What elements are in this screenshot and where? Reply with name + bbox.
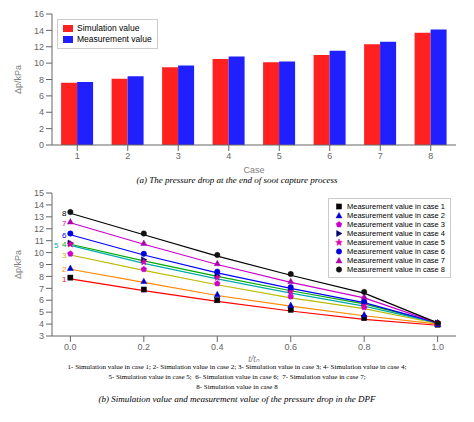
html-text:8- Simulation value in case 8: 8- Simulation value in case 8 [196, 383, 278, 391]
html-text:Measurement value in case 4: Measurement value in case 4 [347, 229, 445, 238]
html-text:(b) Simulation value and measu: (b) Simulation value and measurement val… [98, 394, 376, 404]
svg-text:1: 1 [75, 151, 80, 161]
svg-text:0.4: 0.4 [211, 342, 224, 352]
svg-text:2: 2 [62, 265, 67, 274]
svg-text:5: 5 [54, 241, 59, 250]
svg-text:6: 6 [39, 295, 44, 305]
svg-text:Δp/kPa: Δp/kPa [13, 65, 23, 94]
svg-text:7: 7 [378, 151, 383, 161]
svg-text:Case: Case [243, 165, 264, 173]
html-text:Measurement value in case 6: Measurement value in case 6 [347, 247, 445, 256]
html-text:Measurement value in case 5: Measurement value in case 5 [347, 238, 445, 247]
svg-text:3: 3 [62, 251, 67, 260]
svg-text:1.0: 1.0 [431, 342, 444, 352]
svg-text:12: 12 [34, 224, 44, 234]
svg-text:Δp/kPa: Δp/kPa [13, 250, 23, 279]
svg-text:8: 8 [39, 75, 44, 85]
html-text:(a) The pressure drop at the e: (a) The pressure drop at the end of soot… [136, 175, 338, 185]
svg-text:14: 14 [34, 26, 44, 36]
svg-text:4: 4 [39, 107, 44, 117]
html-text:Measurement value: Measurement value [77, 34, 152, 44]
svg-text:13: 13 [34, 212, 44, 222]
svg-text:8: 8 [428, 151, 433, 161]
html-text:Measurement value in case 2: Measurement value in case 2 [347, 211, 445, 220]
svg-text:t/t₀: t/t₀ [248, 354, 260, 362]
svg-text:0.8: 0.8 [358, 342, 371, 352]
svg-text:6: 6 [39, 91, 44, 101]
svg-text:7: 7 [39, 284, 44, 294]
html-text:Measurement value in case 7: Measurement value in case 7 [347, 256, 445, 265]
svg-text:0.6: 0.6 [284, 342, 297, 352]
svg-text:14: 14 [34, 200, 44, 210]
svg-text:8: 8 [39, 272, 44, 282]
html-text:Measurement value in case 8: Measurement value in case 8 [347, 265, 445, 274]
svg-text:0: 0 [39, 140, 44, 150]
svg-text:10: 10 [34, 248, 44, 258]
html-text:Measurement value in case 1: Measurement value in case 1 [347, 202, 445, 211]
svg-text:6: 6 [327, 151, 332, 161]
svg-text:2: 2 [39, 124, 44, 134]
svg-text:15: 15 [34, 188, 44, 198]
svg-text:16: 16 [34, 9, 44, 19]
svg-text:6: 6 [62, 231, 67, 240]
html-text:Measurement value in case 3: Measurement value in case 3 [347, 220, 445, 229]
svg-text:12: 12 [34, 42, 44, 52]
svg-text:2: 2 [125, 151, 130, 161]
svg-text:4: 4 [62, 240, 67, 249]
svg-text:11: 11 [35, 236, 44, 246]
html-text:5- Simulation value in case 5;: 5- Simulation value in case 5; 6- Simula… [108, 373, 366, 381]
svg-text:4: 4 [39, 319, 44, 329]
svg-text:5: 5 [39, 307, 44, 317]
svg-text:10: 10 [34, 58, 44, 68]
svg-text:7: 7 [62, 219, 67, 228]
svg-text:4: 4 [226, 151, 231, 161]
html-text:1- Simulation value in case 1;: 1- Simulation value in case 1; 2- Simula… [67, 363, 407, 371]
svg-text:0.0: 0.0 [64, 342, 77, 352]
svg-text:3: 3 [39, 331, 44, 341]
svg-text:9: 9 [39, 260, 44, 270]
svg-text:1: 1 [62, 275, 67, 284]
svg-text:3: 3 [176, 151, 181, 161]
svg-text:5: 5 [277, 151, 282, 161]
svg-text:0.2: 0.2 [138, 342, 151, 352]
html-text:Simulation value: Simulation value [77, 23, 140, 33]
svg-text:8: 8 [62, 209, 67, 218]
